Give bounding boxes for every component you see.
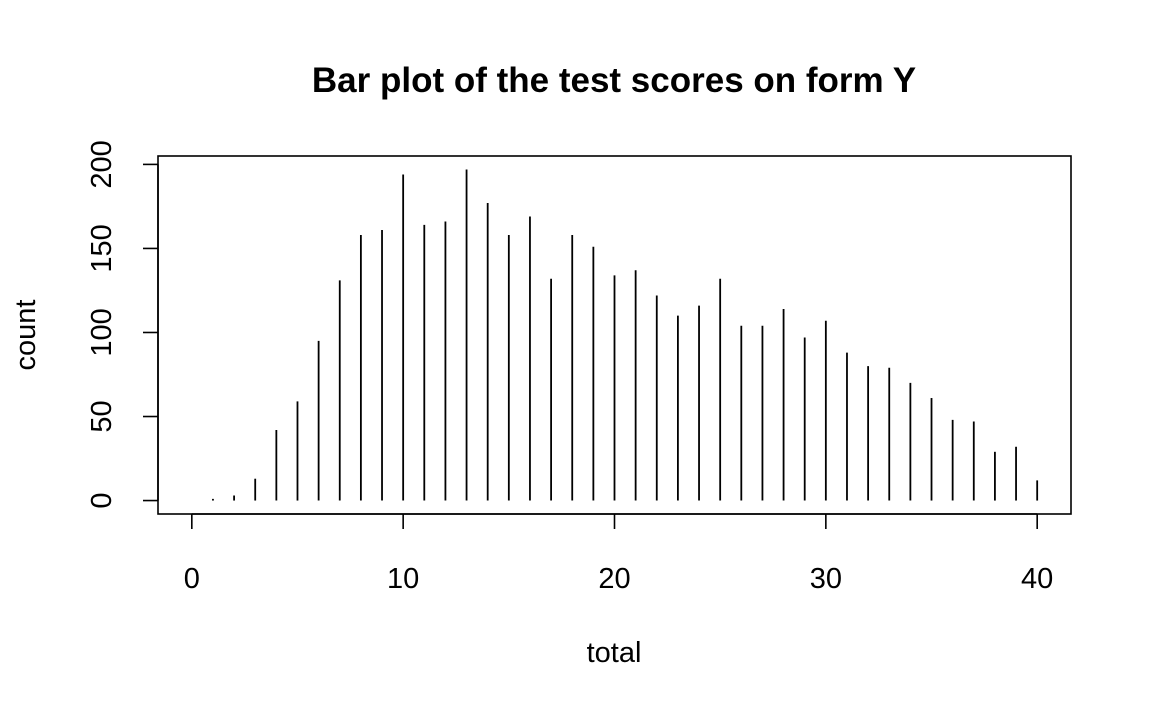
y-axis-title: count (10, 300, 42, 371)
y-tick-label-200: 200 (86, 140, 118, 188)
y-axis: 0 50 100 150 200 (86, 140, 159, 509)
x-tick-label-20: 20 (598, 563, 630, 595)
x-tick-label-0: 0 (184, 563, 200, 595)
y-tick-label-100: 100 (86, 308, 118, 356)
x-tick-label-30: 30 (810, 563, 842, 595)
x-axis-title: total (587, 637, 642, 669)
x-tick-label-40: 40 (1021, 563, 1053, 595)
x-axis: 0 10 20 30 40 (184, 513, 1053, 595)
y-tick-label-150: 150 (86, 224, 118, 272)
y-tick-label-50: 50 (86, 400, 118, 432)
chart-title: Bar plot of the test scores on form Y (312, 61, 916, 100)
y-tick-label-0: 0 (86, 492, 118, 508)
bars (212, 169, 1039, 501)
x-tick-label-10: 10 (387, 563, 419, 595)
